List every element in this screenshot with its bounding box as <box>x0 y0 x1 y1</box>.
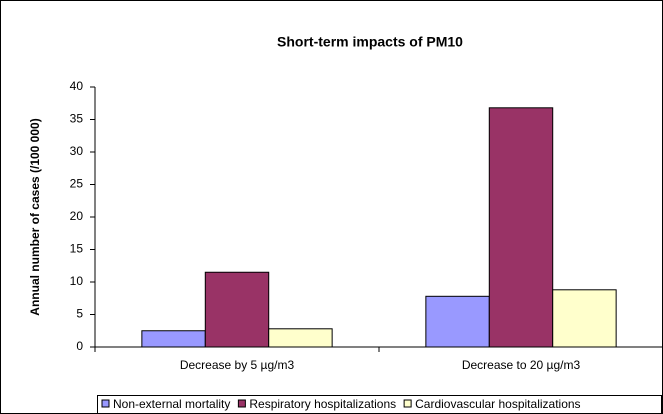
legend-swatch <box>403 399 412 408</box>
y-tick-label: 10 <box>70 274 84 288</box>
y-tick-label: 5 <box>76 307 83 321</box>
legend-label: Respiratory hospitalizations <box>249 397 396 411</box>
x-tick-label: Decrease by 5 µg/m3 <box>180 358 295 372</box>
y-tick-label: 15 <box>70 242 84 256</box>
bar <box>204 271 270 348</box>
x-tick-label: Decrease to 20 µg/m3 <box>462 358 581 372</box>
y-tick-label: 30 <box>70 144 84 158</box>
chart-title: Short-term impacts of PM10 <box>277 34 463 50</box>
y-tick-label: 35 <box>70 112 84 126</box>
y-axis-label: Annual number of cases (/100 000) <box>28 118 42 315</box>
bar <box>552 289 617 348</box>
legend-swatch <box>101 399 110 408</box>
y-tick-label: 40 <box>70 79 84 93</box>
bar <box>141 330 206 348</box>
y-tick-label: 20 <box>70 209 84 223</box>
y-tick-label: 25 <box>70 177 84 191</box>
legend-label: Non-external mortality <box>113 397 230 411</box>
bar <box>268 328 333 348</box>
bar <box>488 107 554 348</box>
bar <box>425 295 490 348</box>
legend-label: Cardiovascular hospitalizations <box>415 397 580 411</box>
legend-swatch <box>237 399 246 408</box>
y-tick-label: 0 <box>76 339 83 353</box>
